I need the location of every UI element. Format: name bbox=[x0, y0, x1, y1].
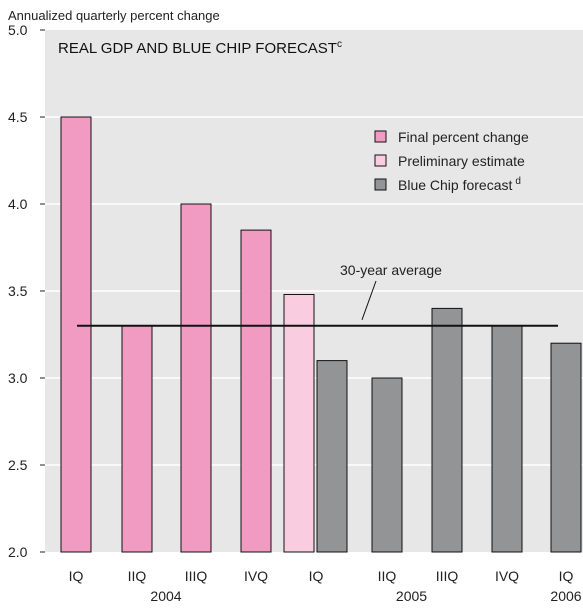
bar bbox=[316, 360, 348, 553]
legend-superscript: d bbox=[515, 176, 521, 187]
x-tick-label: IVQ bbox=[495, 568, 519, 584]
y-tick-label: 3.0 bbox=[8, 370, 28, 386]
y-tick-label: 4.5 bbox=[8, 109, 28, 125]
average-label: 30-year average bbox=[340, 262, 442, 278]
legend-swatch bbox=[374, 178, 387, 191]
y-tick-label: 2.0 bbox=[8, 544, 28, 560]
bar bbox=[371, 377, 403, 553]
legend-swatch bbox=[374, 154, 387, 167]
x-tick-label: IQ bbox=[559, 568, 574, 584]
y-tick-label: 2.5 bbox=[8, 457, 28, 473]
y-tick-labels: 2.0 2.5 3.0 3.5 4.0 4.5 5.0 bbox=[8, 22, 45, 560]
bar bbox=[240, 229, 272, 553]
x-tick-label: IQ bbox=[309, 568, 324, 584]
legend-label-text: Blue Chip forecast bbox=[398, 177, 513, 193]
bar bbox=[60, 116, 92, 553]
bar bbox=[180, 203, 212, 553]
x-tick-label: IVQ bbox=[244, 568, 268, 584]
chart-title: REAL GDP AND BLUE CHIP FORECASTc bbox=[58, 39, 342, 57]
average-leader bbox=[361, 280, 377, 320]
x-year-label: 2005 bbox=[396, 588, 427, 604]
x-year-label: 2006 bbox=[550, 588, 581, 604]
reference-line: 30-year average bbox=[77, 262, 558, 327]
y-tick-label: 4.0 bbox=[8, 196, 28, 212]
legend-label-text: Preliminary estimate bbox=[398, 153, 525, 169]
legend-label-text: Final percent change bbox=[398, 129, 529, 145]
x-tick-label: IQ bbox=[69, 568, 84, 584]
y-tick-label: 3.5 bbox=[8, 283, 28, 299]
y-tick-label: 5.0 bbox=[8, 22, 28, 38]
bar bbox=[431, 307, 463, 553]
x-year-label: 2004 bbox=[150, 588, 181, 604]
x-tick-label: IIQ bbox=[378, 568, 397, 584]
title-superscript: c bbox=[337, 39, 342, 50]
bar bbox=[121, 325, 153, 553]
legend: Final percent change Preliminary estimate… bbox=[374, 129, 529, 193]
x-tick-labels: IQ IIQ IIIQ IVQ IQ IIQ IIIQ IVQ IQ 2004 2005 2006 bbox=[69, 568, 582, 604]
y-axis-label: Annualized quarterly percent change bbox=[8, 8, 220, 23]
legend-swatch bbox=[374, 130, 387, 143]
bar bbox=[491, 325, 523, 553]
x-tick-label: IIIQ bbox=[185, 568, 208, 584]
bar bbox=[283, 293, 315, 553]
legend-label: Blue Chip forecast d bbox=[398, 176, 521, 193]
bar bbox=[550, 342, 582, 553]
x-tick-label: IIIQ bbox=[436, 568, 459, 584]
bars bbox=[60, 116, 582, 553]
legend-label: Preliminary estimate bbox=[398, 153, 525, 169]
x-tick-label: IIQ bbox=[128, 568, 147, 584]
legend-label: Final percent change bbox=[398, 129, 529, 145]
